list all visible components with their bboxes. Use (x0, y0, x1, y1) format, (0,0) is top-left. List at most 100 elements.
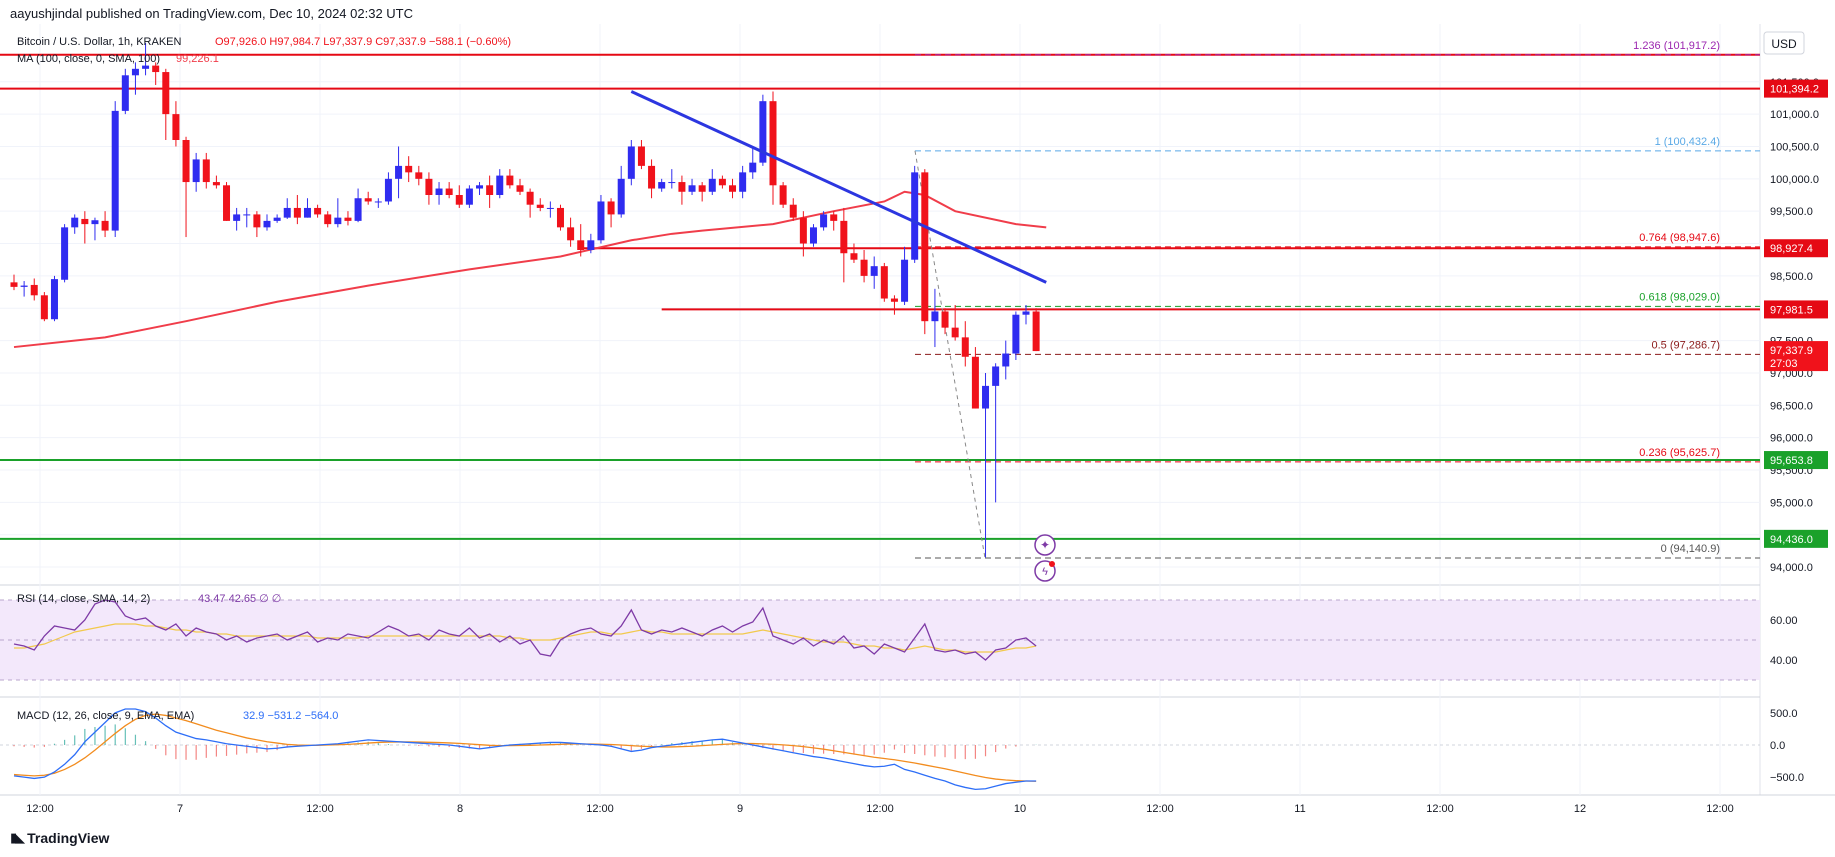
candle-body (445, 188, 453, 195)
candle-body (911, 172, 919, 260)
candle-body (577, 240, 585, 250)
candle-body (283, 207, 291, 218)
candle-body (941, 311, 949, 328)
candle-body (769, 101, 777, 186)
candle-body (870, 266, 878, 276)
rsi-lines (13, 599, 1037, 661)
svg-text:ϟ: ϟ (1042, 566, 1048, 578)
candle-body (121, 75, 129, 111)
candle-body (192, 159, 200, 183)
candle-body (476, 185, 484, 189)
time-tick-label: 10 (1014, 803, 1026, 815)
candle-body (931, 311, 939, 322)
candle-body (1002, 353, 1010, 367)
ma-indicator-value: 99,226.1 (176, 53, 219, 65)
price-tick-label: 95,000.0 (1770, 497, 1813, 509)
candle-body (324, 214, 332, 225)
fib-label: 0.236 (95,625.7) (1639, 447, 1720, 459)
candle-body (698, 185, 706, 192)
lightning-event-icon[interactable]: ϟ (1034, 560, 1056, 582)
tradingview-logo[interactable]: ▮◣ TradingView (10, 830, 109, 846)
candle-body (567, 227, 575, 241)
resistance-price-label: 98,927.4 (1770, 243, 1813, 255)
rsi-ma-line (14, 623, 1037, 653)
ma-100-line (13, 190, 1047, 349)
price-tick-label: 94,000.0 (1770, 562, 1813, 574)
price-tick-label: 99,500.0 (1770, 206, 1813, 218)
candle-body (152, 65, 160, 73)
candle-body (10, 282, 18, 287)
candle-body (253, 214, 261, 228)
candle-body (20, 285, 28, 287)
candle-body (50, 279, 58, 320)
candle-body (263, 220, 271, 228)
candle-body (617, 178, 625, 215)
candle-body (162, 72, 170, 115)
countdown-label: 27:03 (1770, 358, 1798, 370)
time-tick-label: 12:00 (1706, 803, 1734, 815)
candle-body (607, 201, 615, 215)
svg-text:✦: ✦ (1040, 538, 1050, 552)
candle-body (880, 266, 888, 299)
candle-body (71, 217, 79, 228)
candle-body (961, 337, 969, 357)
time-tick-label: 12 (1574, 803, 1586, 815)
rsi-title: RSI (14, close, SMA, 14, 2) (17, 593, 150, 605)
macd-tick-label: 0.0 (1770, 740, 1785, 752)
candle-body (354, 198, 362, 221)
macd-tick-label: −500.0 (1770, 772, 1804, 784)
resistance-price-tag (1764, 239, 1828, 258)
candle-body (729, 185, 737, 192)
candle-body (172, 114, 180, 140)
time-tick-label: 9 (737, 803, 743, 815)
candle-body (901, 259, 909, 302)
candle-body (364, 198, 372, 202)
candle-body (1012, 314, 1020, 354)
candle-body (374, 201, 382, 203)
fib-diagonal (914, 150, 986, 559)
bearish-trendline (630, 90, 1047, 284)
price-axis-labels: 94,000.094,500.095,000.095,500.096,000.0… (1764, 77, 1828, 784)
candle-body (395, 165, 403, 179)
rsi-band (0, 599, 1760, 681)
candle-body (202, 159, 210, 183)
candle-body (40, 295, 48, 320)
time-tick-label: 12:00 (586, 803, 614, 815)
time-tick-label: 12:00 (26, 803, 54, 815)
candle-body (273, 217, 281, 221)
candle-body (243, 214, 251, 216)
candle-body (759, 101, 767, 163)
price-tick-label: 96,500.0 (1770, 400, 1813, 412)
macd-line (13, 708, 1037, 791)
macd-lines (0, 708, 1760, 791)
tv-logo-icon: ▮◣ (10, 830, 25, 845)
candle-body (405, 165, 413, 173)
candle-body (526, 191, 534, 205)
plus-event-icon[interactable]: ✦ (1034, 534, 1056, 556)
trendline[interactable] (630, 90, 1047, 284)
candle-body (830, 214, 838, 221)
candle-body (597, 201, 605, 241)
candle-body (1022, 311, 1030, 315)
fib-label: 1 (100,432.4) (1655, 136, 1720, 148)
tv-logo-text: TradingView (27, 830, 110, 846)
candle-body (465, 188, 473, 205)
currency-button[interactable] (1763, 31, 1805, 55)
candle-body (111, 110, 119, 231)
resistance-price-label: 101,394.2 (1770, 84, 1819, 96)
support-price-tag (1764, 451, 1828, 470)
candle-body (415, 172, 423, 179)
candle-body (425, 178, 433, 195)
price-tick-label: 96,000.0 (1770, 433, 1813, 445)
candle-body (293, 207, 301, 218)
candle-body (992, 366, 1000, 386)
candle-body (556, 207, 564, 228)
candles (10, 42, 1040, 558)
candle-body (860, 259, 868, 276)
candle-body (546, 207, 554, 209)
current-price-tag (1764, 341, 1828, 372)
candle-body (536, 204, 544, 208)
publisher-credit: aayushjindal published on TradingView.co… (10, 6, 414, 21)
candle-body (890, 298, 898, 302)
